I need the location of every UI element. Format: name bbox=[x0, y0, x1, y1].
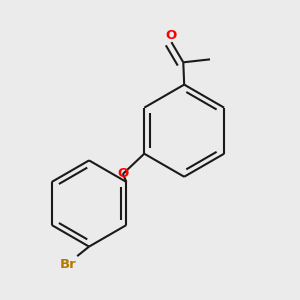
Text: Br: Br bbox=[60, 258, 76, 271]
Text: O: O bbox=[117, 167, 128, 180]
Text: O: O bbox=[166, 29, 177, 42]
